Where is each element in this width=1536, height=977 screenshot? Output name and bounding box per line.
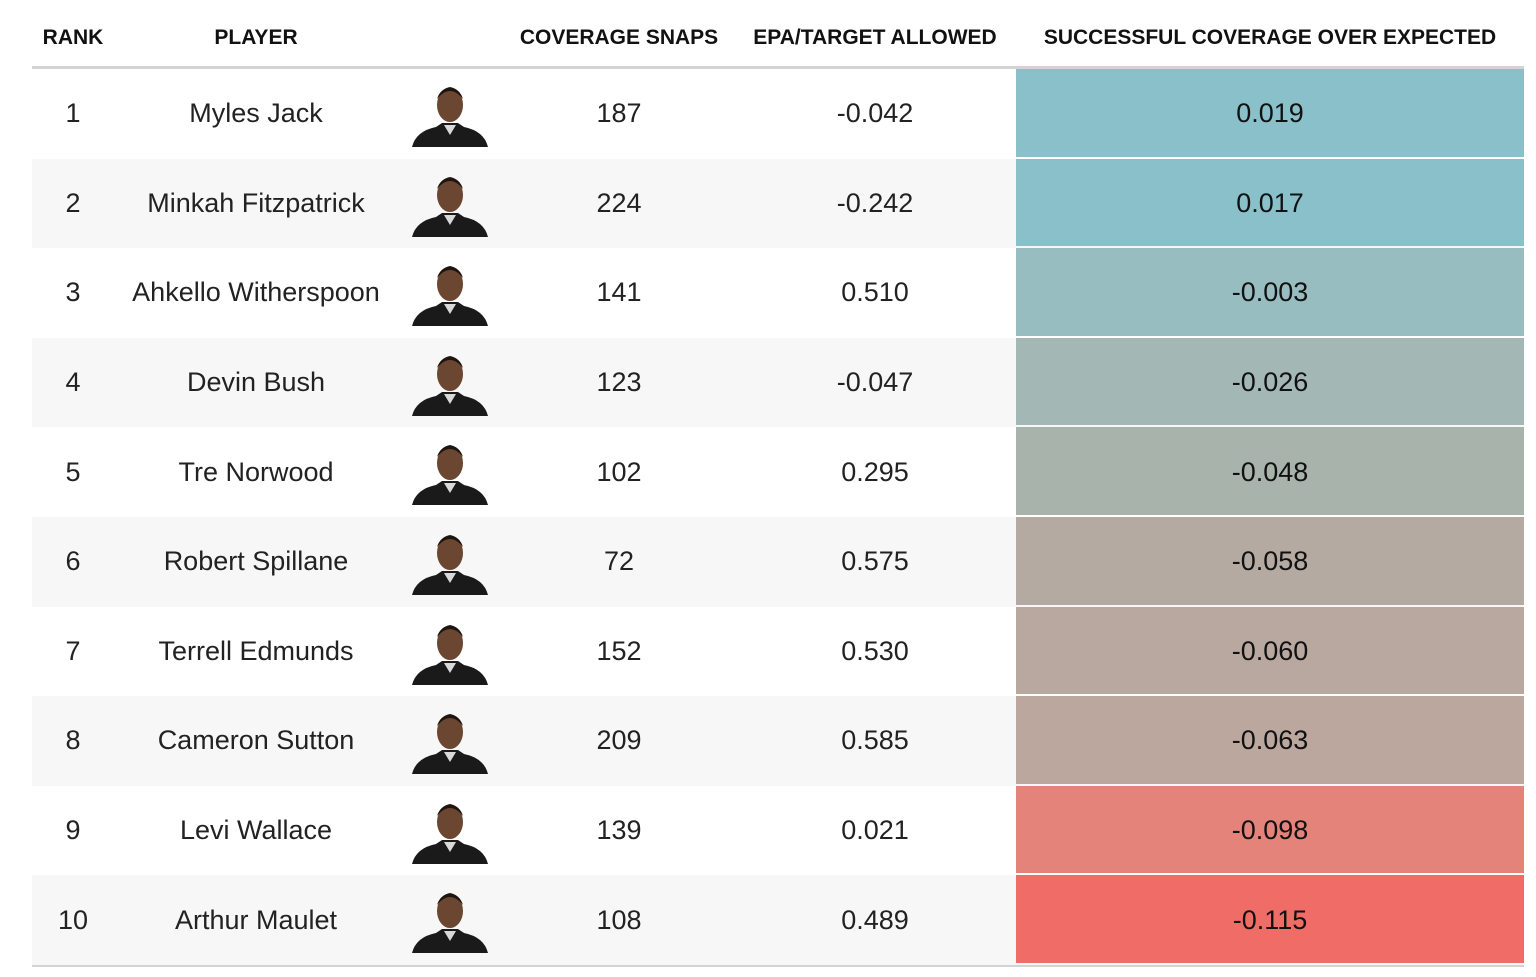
player-photo [408,81,492,147]
player-name: Robert Spillane [163,546,349,577]
stat-value: 224 [596,187,642,218]
stat-value: 123 [596,367,642,398]
header-rule [32,66,1524,69]
player-photo [408,260,492,327]
column-header: COVERAGE SNAPS [519,26,719,49]
player-name: Levi Wallace [179,815,333,846]
rank: 3 [65,277,81,308]
column-header: EPA/TARGET ALLOWED [753,26,997,49]
stat-value: 102 [596,456,642,487]
stat-value: 0.530 [841,635,909,666]
stat-value: 139 [596,815,642,846]
stat-value: 141 [596,277,642,308]
rank: 10 [57,904,89,935]
stat-value: 187 [596,98,642,129]
stat-value: -0.042 [836,98,914,129]
heat-cell [1016,875,1524,963]
rank: 6 [65,546,81,577]
heat-cell [1016,158,1524,247]
stat-value: -0.048 [1231,456,1309,487]
stat-value: -0.003 [1231,277,1309,308]
stat-value: 152 [596,635,642,666]
player-name: Terrell Edmunds [158,635,354,666]
heat-cell [1016,696,1524,784]
heat-cell [1016,69,1524,157]
player-photo [408,619,492,685]
player-name: Minkah Fitzpatrick [147,187,365,218]
stat-value: -0.047 [836,367,914,398]
heat-cell [1016,606,1524,695]
player-photo [408,708,492,775]
player-photo [408,439,492,506]
stat-value: -0.115 [1232,904,1308,935]
player-photo [408,350,492,416]
stat-value: 0.019 [1236,98,1304,129]
player-name: Arthur Maulet [174,904,338,935]
player-name: Devin Bush [186,367,326,398]
stat-value: 209 [596,725,642,756]
player-name: Tre Norwood [178,456,334,487]
stat-value: -0.098 [1231,815,1309,846]
stat-value: 0.510 [841,277,909,308]
footer-rule [32,964,1524,967]
heat-cell [1016,427,1524,515]
heat-cell [1016,517,1524,605]
rank: 2 [65,187,81,218]
stat-value: 0.585 [841,725,909,756]
player-photo [408,887,492,954]
stat-value: 108 [596,904,642,935]
stat-value: 0.489 [841,904,909,935]
stat-value: 0.017 [1236,187,1304,218]
player-name: Myles Jack [189,98,323,129]
stat-value: -0.063 [1231,725,1309,756]
column-header: PLAYER [214,26,298,49]
rank: 7 [65,635,81,666]
stat-value: 0.021 [841,815,909,846]
rank: 5 [65,456,81,487]
column-header: RANK [42,26,104,49]
stat-value: -0.242 [836,187,914,218]
stat-value: -0.026 [1231,367,1309,398]
stat-value: 0.295 [841,456,909,487]
player-name: Cameron Sutton [157,725,355,756]
stat-value: -0.060 [1231,635,1309,666]
heat-cell [1016,785,1524,874]
stat-value: 72 [603,546,635,577]
player-photo [408,798,492,864]
rank: 9 [65,815,81,846]
rank: 8 [65,725,81,756]
rank: 4 [65,367,81,398]
stat-value: -0.058 [1231,546,1309,577]
player-name: Ahkello Witherspoon [132,277,380,308]
player-photo [408,171,492,237]
heat-cell [1016,248,1524,336]
stat-value: 0.575 [841,546,909,577]
column-header: SUCCESSFUL COVERAGE OVER EXPECTED [1043,26,1497,49]
rank: 1 [65,98,81,129]
heat-cell [1016,337,1524,426]
player-photo [408,529,492,595]
